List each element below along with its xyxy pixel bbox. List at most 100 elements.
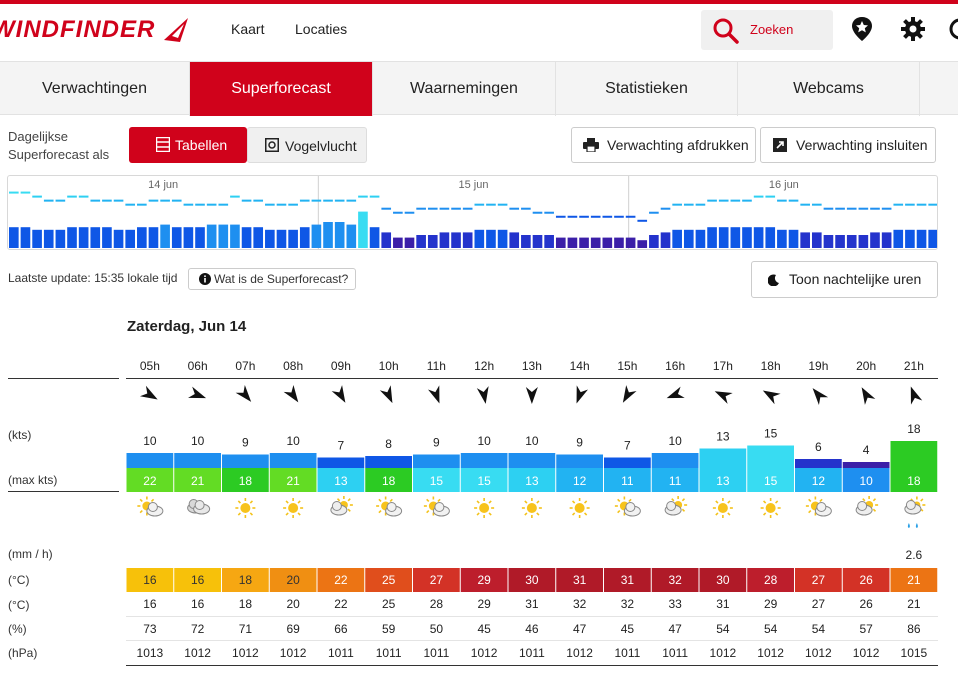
feels-temp-value: 28 <box>430 597 444 611</box>
rain-value: 2.6 <box>906 548 923 562</box>
gust-value: 13 <box>334 474 348 488</box>
overview-wind-bar <box>497 229 508 248</box>
feels-temp-value: 18 <box>239 597 253 611</box>
sun-ray <box>347 508 351 512</box>
overview-gust-mark <box>625 215 636 218</box>
air-temp-value: 28 <box>764 573 778 587</box>
pressure-value: 1012 <box>471 646 498 660</box>
gust-cell <box>269 468 317 492</box>
pressure-value: 1012 <box>232 646 259 660</box>
search-button[interactable]: Zoeken <box>701 10 833 50</box>
air-temp-cell <box>795 568 842 592</box>
rain-cloud-icon <box>904 496 926 528</box>
overview-wind-bar <box>695 229 706 248</box>
overview-wind-bar <box>544 235 554 248</box>
overview-wind-bar <box>265 229 275 248</box>
wind-direction-arrow-shape <box>428 385 440 404</box>
gust-value: 15 <box>430 474 444 488</box>
wind-direction-arrow-icon <box>379 385 393 404</box>
wind-speed-bar <box>222 454 269 468</box>
overview-gust-mark <box>811 203 822 206</box>
overview-wind-bar <box>870 232 880 248</box>
air-temp-value: 27 <box>812 573 826 587</box>
feels-temp-value: 31 <box>716 597 730 611</box>
tab-statistieken[interactable]: Statistieken <box>556 62 738 116</box>
windfinder-logo[interactable]: WINDFINDER <box>0 16 156 43</box>
sun-icon <box>569 498 590 518</box>
overview-gust-mark <box>265 203 275 206</box>
sun-ray <box>297 512 301 516</box>
overview-wind-bar <box>730 227 741 248</box>
site-header: WINDFINDER Kaart Locaties Zoeken <box>0 4 958 56</box>
favorites-star-icon[interactable] <box>850 16 874 42</box>
view-birdseye-button[interactable]: Vogelvlucht <box>247 127 367 163</box>
overview-gust-mark <box>20 191 31 194</box>
superforecast-info-button[interactable]: Wat is de Superforecast? <box>188 268 356 290</box>
gust-value: 15 <box>764 474 778 488</box>
brand-top-line <box>0 0 958 4</box>
humidity-value: 54 <box>716 622 730 636</box>
print-forecast-button[interactable]: Verwachting afdrukken <box>571 127 756 163</box>
overview-gust-mark <box>404 211 415 214</box>
sun-ray <box>571 512 576 516</box>
gust-value: 15 <box>477 474 491 488</box>
feels-temp-value: 21 <box>907 597 921 611</box>
sun-ray <box>139 498 143 502</box>
wind-speed-bar <box>699 448 747 468</box>
overview-wind-bar <box>20 227 31 248</box>
gust-value: 12 <box>573 474 587 488</box>
tab-superforecast[interactable]: Superforecast <box>190 62 373 116</box>
overview-wind-bar <box>113 229 124 248</box>
rain-drop <box>915 523 918 528</box>
hour-label: 06h <box>188 359 208 373</box>
overview-wind-bar <box>928 229 937 248</box>
sun-ray <box>150 498 155 502</box>
forecast-table: 05h 06h 07h 08h 09h 10h 11h 12h 13h 14h 15h 16h 17h 1… <box>126 359 938 666</box>
tab-verwachtingen[interactable]: Verwachtingen <box>0 62 190 116</box>
sun-ray <box>715 512 719 516</box>
nav-locaties[interactable]: Locaties <box>295 21 348 37</box>
overview-gust-mark <box>881 207 892 210</box>
nav-kaart[interactable]: Kaart <box>231 21 265 37</box>
hour-label: 12h <box>474 359 494 373</box>
overview-wind-bar <box>555 237 566 248</box>
overview-wind-bar <box>707 227 717 248</box>
forecast-tabs: Verwachtingen Superforecast Waarnemingen… <box>0 61 958 116</box>
overview-wind-bar <box>823 235 834 248</box>
gust-cell <box>747 468 794 492</box>
feels-temp-value: 27 <box>812 597 826 611</box>
overview-gust-mark <box>288 203 298 206</box>
overview-gust-mark <box>125 203 136 206</box>
overview-gust-mark <box>509 207 520 210</box>
sun-disc <box>574 503 585 513</box>
overview-wind-bar <box>777 229 787 248</box>
view-mode-label: Dagelijkse Superforecast als <box>8 128 109 164</box>
wind-direction-arrow-shape <box>861 387 876 405</box>
sun-ray <box>584 500 588 504</box>
gust-cell <box>604 468 651 492</box>
chat-icon[interactable] <box>948 16 958 42</box>
sun-cloud-icon <box>805 496 832 517</box>
tab-webcams[interactable]: Webcams <box>738 62 920 116</box>
settings-gear-icon[interactable] <box>900 16 926 42</box>
air-temp-value: 31 <box>621 573 635 587</box>
wind-direction-arrow-shape <box>379 385 393 404</box>
embed-forecast-button[interactable]: Verwachting insluiten <box>760 127 936 163</box>
tab-waarnemingen[interactable]: Waarnemingen <box>373 62 556 116</box>
air-temp-value: 18 <box>239 573 253 587</box>
wind-direction-arrow-shape <box>666 386 685 399</box>
overview-wind-bar <box>532 235 543 248</box>
overview-gust-mark <box>78 195 89 198</box>
hour-label: 13h <box>522 359 542 373</box>
overview-gust-mark <box>742 199 752 202</box>
pressure-value: 1012 <box>853 646 880 660</box>
sun-disc <box>479 503 490 513</box>
air-temp-cell <box>508 568 556 592</box>
overview-wind-bar <box>253 227 264 248</box>
view-tables-button[interactable]: Tabellen <box>129 127 247 163</box>
pressure-value: 1012 <box>566 646 593 660</box>
print-forecast-label: Verwachting afdrukken <box>607 137 749 153</box>
superforecast-overview-chart[interactable]: 14 jun 15 jun 16 jun <box>7 175 938 250</box>
show-night-hours-button[interactable]: Toon nachtelijke uren <box>751 261 938 298</box>
cloud-puff <box>816 502 827 512</box>
